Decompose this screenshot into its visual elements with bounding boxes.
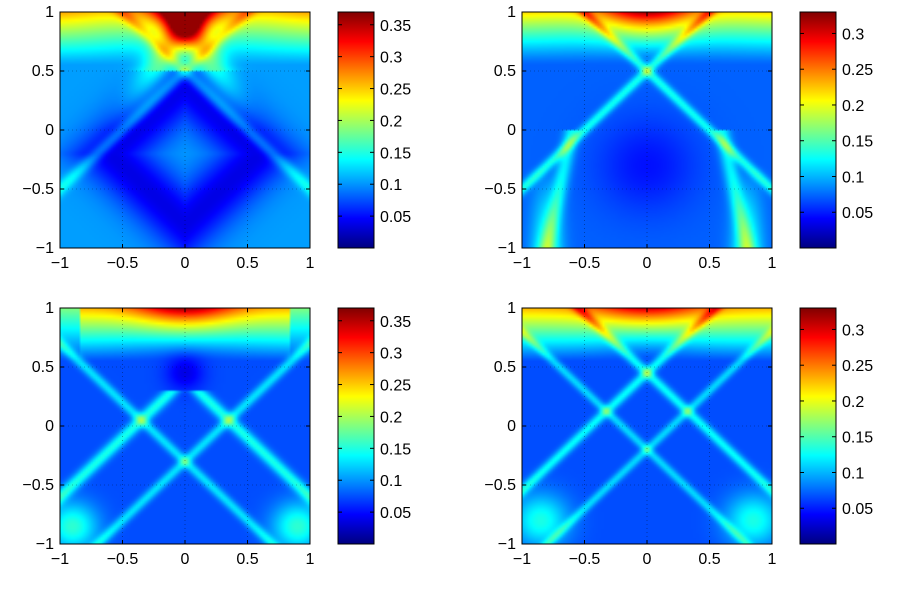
x-tick-label: 1 [768,255,777,272]
y-tick-label: 1 [45,4,54,21]
colorbar-tick-label: 0.25 [380,378,411,395]
colorbar-tick-label: 0.3 [842,26,864,43]
colorbar-tick-label: 0.1 [380,177,402,194]
colorbar-tick-label: 0.1 [380,473,402,490]
y-tick-label: 0.5 [32,63,54,80]
subplot-4: −1 −0.5 0 0.5 110.50−0.5−10.30.250.20.150.10… [484,300,873,568]
colorbar-tick-label: 0.15 [842,430,873,447]
colorbar-tick-label: 0.25 [842,62,873,79]
y-tick-label: −1 [498,240,516,257]
y-tick-label: 0 [45,122,54,139]
colorbar-tick-label: 0.3 [380,50,402,67]
x-tick-label: −0.5 [569,551,601,568]
colorbar-gradient [337,11,375,249]
x-tick-label: 0.5 [236,551,258,568]
colorbar-tick-label: 0.25 [380,82,411,99]
x-tick-label: −0.5 [107,551,139,568]
subplot-2: −1 −0.5 0 0.5 110.50−0.5−10.30.250.20.150.10… [484,4,873,272]
x-tick-label: −0.5 [569,255,601,272]
colorbar-tick-label: 0.3 [842,322,864,339]
colorbar-tick-label: 0.05 [380,505,411,522]
x-tick-label: 0.5 [698,255,720,272]
x-tick-label: 0.5 [236,255,258,272]
y-tick-label: 0 [507,122,516,139]
colorbar-tick-label: 0.2 [380,113,402,130]
colorbar-gradient [337,307,375,545]
colorbar-tick-label: 0.05 [842,501,873,518]
x-tick-label: −1 [51,551,69,568]
y-tick-label: 0 [507,418,516,435]
y-tick-label: 1 [45,300,54,317]
colorbar: 0.3 0.25 0.2 0.15 0.1 0.05 [799,307,873,545]
colorbar-tick-label: 0.15 [380,441,411,458]
x-tick-label: 0 [643,255,652,272]
y-tick-label: −1 [498,536,516,553]
y-tick-label: −1 [36,536,54,553]
colorbar: 0.35 0.3 0.25 0.2 0.15 0.1 0.05 [337,11,411,249]
colorbar: 0.35 0.3 0.25 0.2 0.15 0.1 0.05 [337,307,411,545]
colorbar-gradient [799,307,837,545]
y-tick-label: 1 [507,300,516,317]
colorbar-gradient [799,11,837,249]
x-tick-label: 1 [306,551,315,568]
colorbar-tick-label: 0.2 [842,98,864,115]
colorbar-tick-label: 0.15 [380,145,411,162]
colorbar-tick-label: 0.1 [842,169,864,186]
colorbar: 0.3 0.25 0.2 0.15 0.1 0.05 [799,11,873,249]
colorbar-tick-label: 0.1 [842,465,864,482]
colorbar-tick-label: 0.15 [842,134,873,151]
x-tick-label: 0 [181,551,190,568]
y-tick-label: 1 [507,4,516,21]
y-tick-label: −0.5 [22,477,54,494]
y-tick-label: 0.5 [494,63,516,80]
x-tick-label: −1 [513,255,531,272]
colorbar-tick-label: 0.05 [842,205,873,222]
y-tick-label: 0 [45,418,54,435]
colorbar-tick-label: 0.2 [380,409,402,426]
y-tick-label: −0.5 [484,181,516,198]
x-tick-label: 0 [643,551,652,568]
y-tick-label: −1 [36,240,54,257]
colorbar-tick-label: 0.3 [380,346,402,363]
x-tick-label: 0 [181,255,190,272]
x-tick-label: 1 [768,551,777,568]
x-tick-label: −1 [513,551,531,568]
colorbar-tick-label: 0.25 [842,358,873,375]
x-tick-label: −1 [51,255,69,272]
y-tick-label: 0.5 [32,359,54,376]
y-tick-label: −0.5 [484,477,516,494]
x-tick-label: −0.5 [107,255,139,272]
colorbar-tick-label: 0.2 [842,394,864,411]
y-tick-label: 0.5 [494,359,516,376]
colorbar-tick-label: 0.35 [380,18,411,35]
y-tick-label: −0.5 [22,181,54,198]
x-tick-label: 0.5 [698,551,720,568]
colorbar-tick-label: 0.05 [380,209,411,226]
x-tick-label: 1 [306,255,315,272]
subplot-1: −1 −0.5 0 0.5 1 1 0.5 0 −0.5 −1 0.35 0.3 0.25 0.2 0.15… [22,4,411,272]
subplot-3: −1 −0.5 0 0.5 1 1 0.5 0 −0.5 −1 0.35 0.3 0.25 0.2 0.15… [22,300,411,568]
colorbar-tick-label: 0.35 [380,314,411,331]
